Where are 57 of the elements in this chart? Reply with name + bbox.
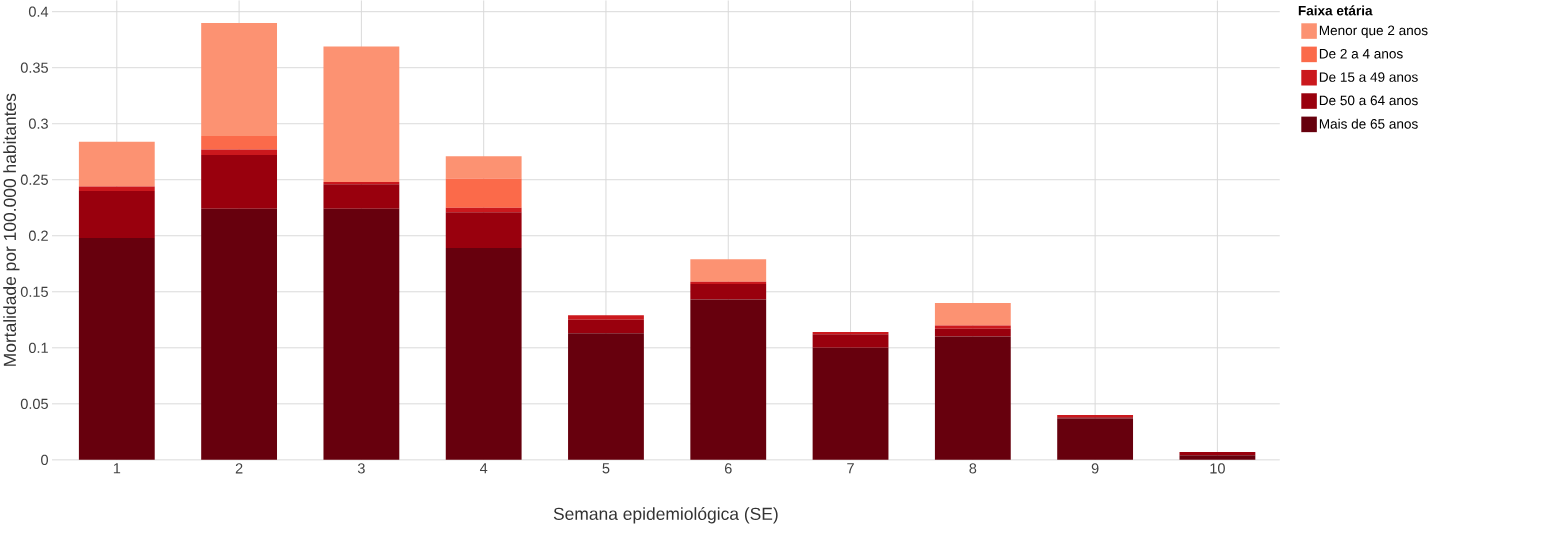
bar <box>445 212 522 248</box>
bar <box>812 347 889 460</box>
bar <box>201 154 278 209</box>
y-tick-label: 0.3 <box>28 118 48 129</box>
bar <box>934 328 1011 337</box>
bar <box>568 333 644 460</box>
y-tick-label: 0.35 <box>20 62 48 73</box>
x-tick-label: 9 <box>1091 463 1099 474</box>
bar <box>568 315 644 320</box>
legend-label: De 2 a 4 anos <box>1319 48 1403 59</box>
legend-label: De 15 a 49 anos <box>1319 72 1418 82</box>
y-tick-label: 0.1 <box>28 342 48 353</box>
y-tick-label: 0 <box>41 454 48 465</box>
bar <box>201 149 278 155</box>
bar <box>323 208 400 460</box>
x-axis-title: Semana epidemiológica (SE) <box>553 506 778 524</box>
legend-label: De 50 a 64 anos <box>1319 95 1418 106</box>
y-tick-label: 0.4 <box>28 6 49 17</box>
x-tick-label: 8 <box>969 463 977 474</box>
legend-label: Mais de 65 anos <box>1319 118 1418 129</box>
bar <box>690 283 767 300</box>
bar <box>1057 418 1134 460</box>
bar <box>445 178 522 208</box>
bar <box>201 135 278 150</box>
bar <box>934 302 1011 326</box>
x-tick-label: 5 <box>602 463 610 474</box>
bar <box>78 186 155 191</box>
y-axis-title: Mortalidade por 100.000 habitantes <box>3 93 20 366</box>
bar <box>1179 455 1256 460</box>
bar <box>445 247 522 460</box>
x-tick-label: 2 <box>235 463 243 474</box>
y-tick-label: 0.25 <box>20 174 48 185</box>
bar <box>323 184 400 209</box>
x-tick-label: 6 <box>724 463 732 474</box>
bar <box>690 259 767 282</box>
y-tick-label: 0.2 <box>28 230 48 241</box>
x-tick-label: 3 <box>357 463 365 474</box>
bar <box>568 319 644 334</box>
bar <box>812 334 889 348</box>
x-tick-label: 10 <box>1210 463 1225 474</box>
bar <box>323 46 400 182</box>
bar <box>201 22 278 136</box>
bar <box>78 237 155 460</box>
legend-title: Faixa etária <box>1298 5 1373 16</box>
bar <box>690 299 767 460</box>
y-tick-label: 0.15 <box>20 286 48 297</box>
bar <box>445 156 522 179</box>
legend-label: Menor que 2 anos <box>1319 25 1428 38</box>
y-tick-label: 0.05 <box>20 398 48 409</box>
x-tick-label: 1 <box>113 463 121 474</box>
x-tick-label: 4 <box>479 463 488 474</box>
bar <box>78 190 155 238</box>
bar <box>78 141 155 187</box>
bar <box>934 336 1011 460</box>
bar <box>934 325 1011 329</box>
bar <box>201 208 278 460</box>
x-tick-label: 7 <box>847 463 854 474</box>
